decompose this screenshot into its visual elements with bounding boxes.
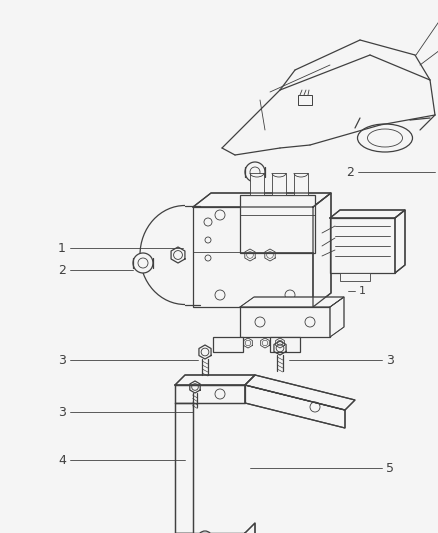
Polygon shape (240, 297, 344, 307)
Bar (272, 173, 286, 195)
Bar (250, 173, 264, 195)
Polygon shape (175, 385, 245, 403)
Bar (298, 95, 312, 105)
Polygon shape (395, 210, 405, 273)
Circle shape (245, 162, 265, 182)
Bar (213, 337, 243, 352)
Bar (240, 307, 330, 337)
Polygon shape (175, 375, 255, 385)
Circle shape (133, 253, 153, 273)
Bar (330, 218, 395, 273)
Ellipse shape (357, 124, 413, 152)
Text: 1: 1 (359, 286, 366, 296)
Polygon shape (245, 385, 345, 428)
Text: 2: 2 (58, 263, 66, 277)
Polygon shape (193, 193, 331, 207)
Text: 3: 3 (58, 406, 66, 418)
Text: 3: 3 (386, 353, 394, 367)
Polygon shape (245, 523, 255, 533)
Bar (294, 173, 308, 195)
Polygon shape (175, 403, 193, 533)
Text: 2: 2 (346, 166, 354, 179)
Polygon shape (245, 375, 355, 410)
Bar (193, 207, 313, 307)
Bar (270, 337, 300, 352)
Text: 5: 5 (386, 462, 394, 474)
Text: 1: 1 (58, 241, 66, 254)
Text: 3: 3 (58, 353, 66, 367)
Bar (340, 273, 370, 281)
Text: 4: 4 (58, 454, 66, 466)
Polygon shape (330, 297, 344, 337)
Polygon shape (313, 193, 331, 307)
Polygon shape (330, 210, 405, 218)
Bar (240, 195, 315, 253)
